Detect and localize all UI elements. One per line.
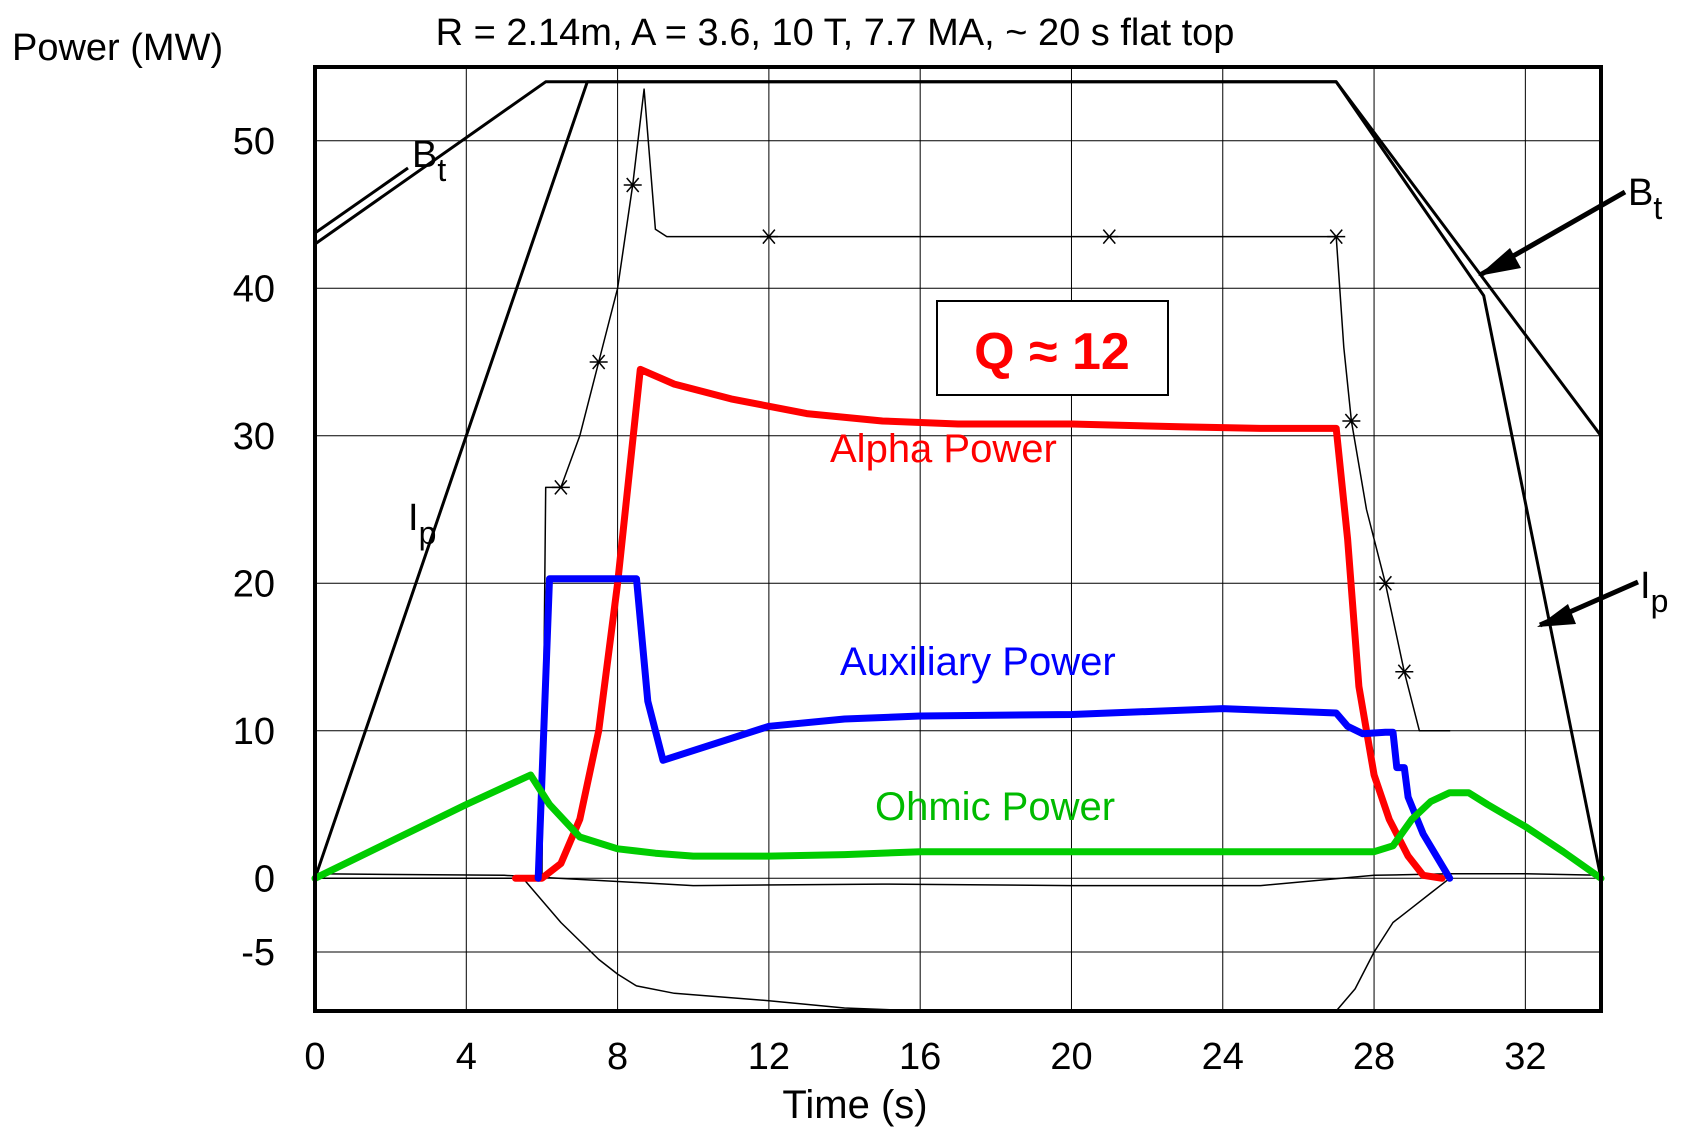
bt-right-main: B — [1628, 172, 1653, 214]
total-marker — [1329, 229, 1343, 245]
series-line-baseline — [314, 873, 1602, 887]
series-layer — [311, 80, 1605, 1012]
trace-markers — [551, 177, 1414, 680]
x-tick-label: 24 — [1202, 1036, 1244, 1078]
q-label: Q ≈ 12 — [974, 323, 1130, 381]
x-tick-label: 20 — [1050, 1036, 1092, 1078]
grid-lines — [314, 67, 1601, 1011]
total-marker — [762, 229, 776, 245]
tick-labels: 0 4 8 12 16 20 24 28 32 -5 0 10 20 30 40 50 — [233, 121, 1547, 1078]
y-tick-label: 0 — [254, 858, 275, 900]
bt-left-sub: t — [437, 152, 446, 188]
y-tick-label: 10 — [233, 711, 275, 753]
bt-left-label: Bt — [412, 134, 446, 188]
svg-text:Ip: Ip — [1640, 565, 1668, 619]
ip-right-sub: p — [1651, 583, 1669, 619]
y-tick-label: 40 — [233, 268, 275, 310]
series-line-auxiliary — [534, 575, 1454, 882]
x-tick-label: 0 — [304, 1036, 325, 1078]
y-tick-label: 20 — [233, 563, 275, 605]
series-line-total — [541, 88, 1451, 880]
q-box: Q ≈ 12 — [936, 300, 1169, 396]
plot-frame — [313, 65, 1603, 1013]
series-line-ip — [313, 80, 1603, 880]
total-marker — [592, 354, 606, 370]
ohmic-power-label: Ohmic Power — [875, 785, 1115, 829]
total-marker — [1102, 229, 1116, 245]
x-tick-label: 28 — [1353, 1036, 1395, 1078]
bt-right-label: Bt — [1628, 172, 1662, 226]
auxiliary-power-label: Auxiliary Power — [840, 640, 1116, 684]
bt-left-main: B — [412, 134, 437, 176]
total-marker — [626, 177, 640, 193]
bt-right-arrowhead — [1478, 248, 1521, 276]
svg-text:Bt: Bt — [412, 134, 446, 188]
bt-right-sub: t — [1653, 190, 1662, 226]
series-line-radiation — [314, 877, 1451, 1012]
alpha-power-label: Alpha Power — [830, 427, 1057, 471]
x-tick-label: 32 — [1504, 1036, 1546, 1078]
q-box-frame — [936, 300, 1169, 396]
ip-right-label: Ip — [1640, 565, 1668, 619]
chart-title: R = 2.14m, A = 3.6, 10 T, 7.7 MA, ~ 20 s… — [436, 12, 1235, 54]
ip-right-arrowhead — [1537, 604, 1576, 627]
series-line-ohmic — [311, 771, 1605, 882]
y-tick-label: -5 — [241, 932, 275, 974]
x-tick-label: 8 — [607, 1036, 628, 1078]
ip-left-main: I — [408, 497, 419, 539]
bt-left-leader — [314, 166, 409, 235]
total-marker — [1397, 664, 1411, 680]
ip-left-sub: p — [419, 515, 437, 551]
y-tick-label: 30 — [233, 416, 275, 458]
y-axis-label: Power (MW) — [12, 27, 223, 69]
total-marker — [1344, 413, 1358, 429]
series-line-alpha — [512, 365, 1446, 882]
x-tick-label: 16 — [899, 1036, 941, 1078]
x-tick-label: 12 — [748, 1036, 790, 1078]
total-marker — [554, 479, 568, 495]
y-tick-label: 50 — [233, 121, 275, 163]
total-marker — [1378, 575, 1392, 591]
ip-right-main: I — [1640, 565, 1651, 607]
ip-left-label: Ip — [408, 497, 436, 551]
svg-text:Ip: Ip — [408, 497, 436, 551]
x-tick-label: 4 — [456, 1036, 477, 1078]
svg-text:Bt: Bt — [1628, 172, 1662, 226]
x-axis-label: Time (s) — [782, 1083, 927, 1127]
annotations: Q ≈ 12 Alpha Power Auxiliary Power Ohmic… — [314, 134, 1668, 829]
